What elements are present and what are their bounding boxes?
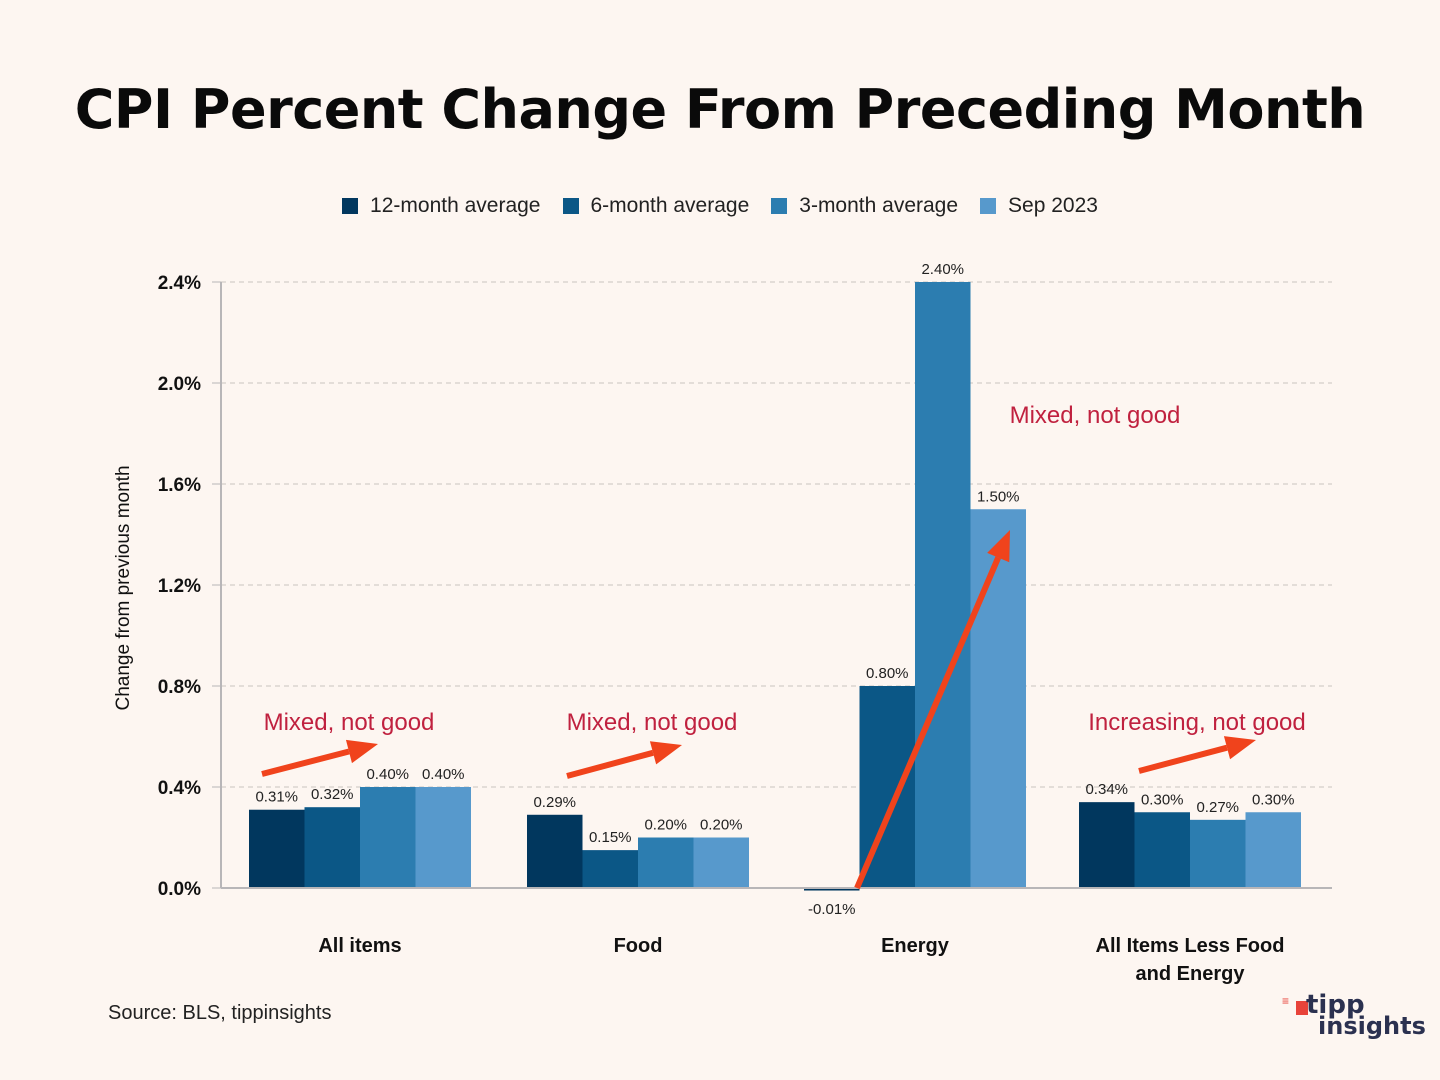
data-label: 0.20% bbox=[644, 817, 687, 834]
bar bbox=[638, 837, 694, 888]
data-label: 0.30% bbox=[1141, 791, 1184, 808]
source-note: Source: BLS, tippinsights bbox=[108, 1002, 332, 1024]
logo-text-line1: tipp bbox=[1306, 990, 1365, 1020]
bar bbox=[1245, 812, 1301, 888]
tipp-insights-logo: ≡ tipp insights bbox=[1282, 990, 1432, 1046]
data-label: 0.80% bbox=[866, 665, 909, 682]
arrow-icon bbox=[1138, 744, 1228, 774]
chart-title: CPI Percent Change From Preceding Month bbox=[74, 78, 1366, 141]
x-tick-label: All Items Less Food bbox=[1096, 935, 1285, 957]
y-tick-label: 0.8% bbox=[158, 677, 201, 698]
annotations: Mixed, not good Mixed, not good Mixed, not… bbox=[261, 402, 1306, 890]
legend-item: Sep 2023 bbox=[980, 194, 1098, 218]
bar bbox=[970, 509, 1026, 888]
bars bbox=[249, 282, 1301, 891]
arrow-icon bbox=[261, 748, 350, 777]
annotation-text: Mixed, not good bbox=[264, 709, 435, 736]
data-label: 0.32% bbox=[311, 786, 354, 803]
bar bbox=[915, 282, 971, 888]
logo-rays-icon: ≡ bbox=[1282, 994, 1290, 1008]
arrow-icon bbox=[566, 749, 654, 779]
bar bbox=[582, 850, 638, 888]
x-tick-label: All items bbox=[318, 935, 401, 957]
bar bbox=[304, 807, 360, 888]
x-tick-label: and Energy bbox=[1136, 963, 1246, 985]
annotation-text: Mixed, not good bbox=[567, 709, 738, 736]
legend-item: 12-month average bbox=[342, 194, 541, 218]
data-label: 0.15% bbox=[589, 829, 632, 846]
bar bbox=[804, 888, 860, 891]
y-tick-label: 2.4% bbox=[158, 273, 201, 294]
legend-swatch-icon bbox=[771, 198, 788, 214]
data-label: 0.30% bbox=[1252, 791, 1295, 808]
data-label: 0.34% bbox=[1085, 781, 1128, 798]
logo-flag-icon bbox=[1296, 1001, 1308, 1015]
data-label: -0.01% bbox=[808, 901, 856, 918]
legend-swatch-icon bbox=[342, 198, 359, 214]
data-label: 0.20% bbox=[700, 817, 743, 834]
x-axis: All items Food Energy All Items Less Food an… bbox=[221, 887, 1332, 985]
arrow-icon bbox=[854, 556, 1001, 890]
data-label: 1.50% bbox=[977, 488, 1020, 505]
legend-label: 12-month average bbox=[370, 194, 541, 217]
legend-label: 6-month average bbox=[590, 194, 750, 217]
x-tick-label: Food bbox=[614, 935, 663, 957]
y-tick-label: 0.4% bbox=[158, 778, 201, 799]
data-label: 0.40% bbox=[422, 766, 465, 783]
arrowhead-icon bbox=[649, 741, 682, 765]
legend-item: 6-month average bbox=[562, 194, 750, 218]
y-tick-label: 1.6% bbox=[158, 475, 201, 496]
legend: 12-month average 6-month average 3-month a… bbox=[0, 194, 1440, 218]
bar bbox=[527, 814, 583, 888]
y-tick-label: 1.2% bbox=[158, 576, 201, 597]
legend-item: 3-month average bbox=[771, 194, 958, 218]
y-axis-title: Change from previous month bbox=[113, 465, 134, 710]
legend-swatch-icon bbox=[980, 198, 997, 214]
annotation-text: Mixed, not good bbox=[1010, 402, 1181, 429]
y-axis: 0.0% 0.4% 0.8% 1.2% 1.6% 2.0% 2.4% Change from … bbox=[113, 273, 222, 900]
data-labels: 0.31% 0.32% 0.40% 0.40% 0.29% 0.15% 0.20% 0.20%… bbox=[255, 261, 1294, 918]
bar bbox=[249, 809, 305, 888]
legend-swatch-icon bbox=[562, 198, 579, 214]
arrowhead-icon bbox=[987, 530, 1010, 563]
arrowhead-icon bbox=[1223, 736, 1256, 760]
y-tick-label: 2.0% bbox=[158, 374, 201, 395]
y-tick-label: 0.0% bbox=[158, 879, 201, 900]
data-label: 0.27% bbox=[1196, 799, 1239, 816]
bar bbox=[1134, 812, 1190, 888]
bar bbox=[693, 837, 749, 888]
annotation-text: Increasing, not good bbox=[1088, 709, 1306, 736]
data-label: 2.40% bbox=[921, 261, 964, 278]
logo-text-line2: insights bbox=[1318, 1012, 1426, 1040]
legend-label: Sep 2023 bbox=[1008, 194, 1098, 217]
bar bbox=[1079, 802, 1135, 888]
data-label: 0.31% bbox=[255, 789, 298, 806]
arrowhead-icon bbox=[345, 739, 378, 764]
bar bbox=[415, 787, 471, 888]
bar bbox=[360, 787, 416, 888]
x-tick-label: Energy bbox=[881, 935, 950, 957]
chart: 0.0% 0.4% 0.8% 1.2% 1.6% 2.0% 2.4% Change from … bbox=[113, 261, 1332, 985]
data-label: 0.29% bbox=[533, 794, 576, 811]
bar bbox=[1190, 819, 1246, 888]
legend-label: 3-month average bbox=[799, 194, 959, 217]
data-label: 0.40% bbox=[366, 766, 409, 783]
